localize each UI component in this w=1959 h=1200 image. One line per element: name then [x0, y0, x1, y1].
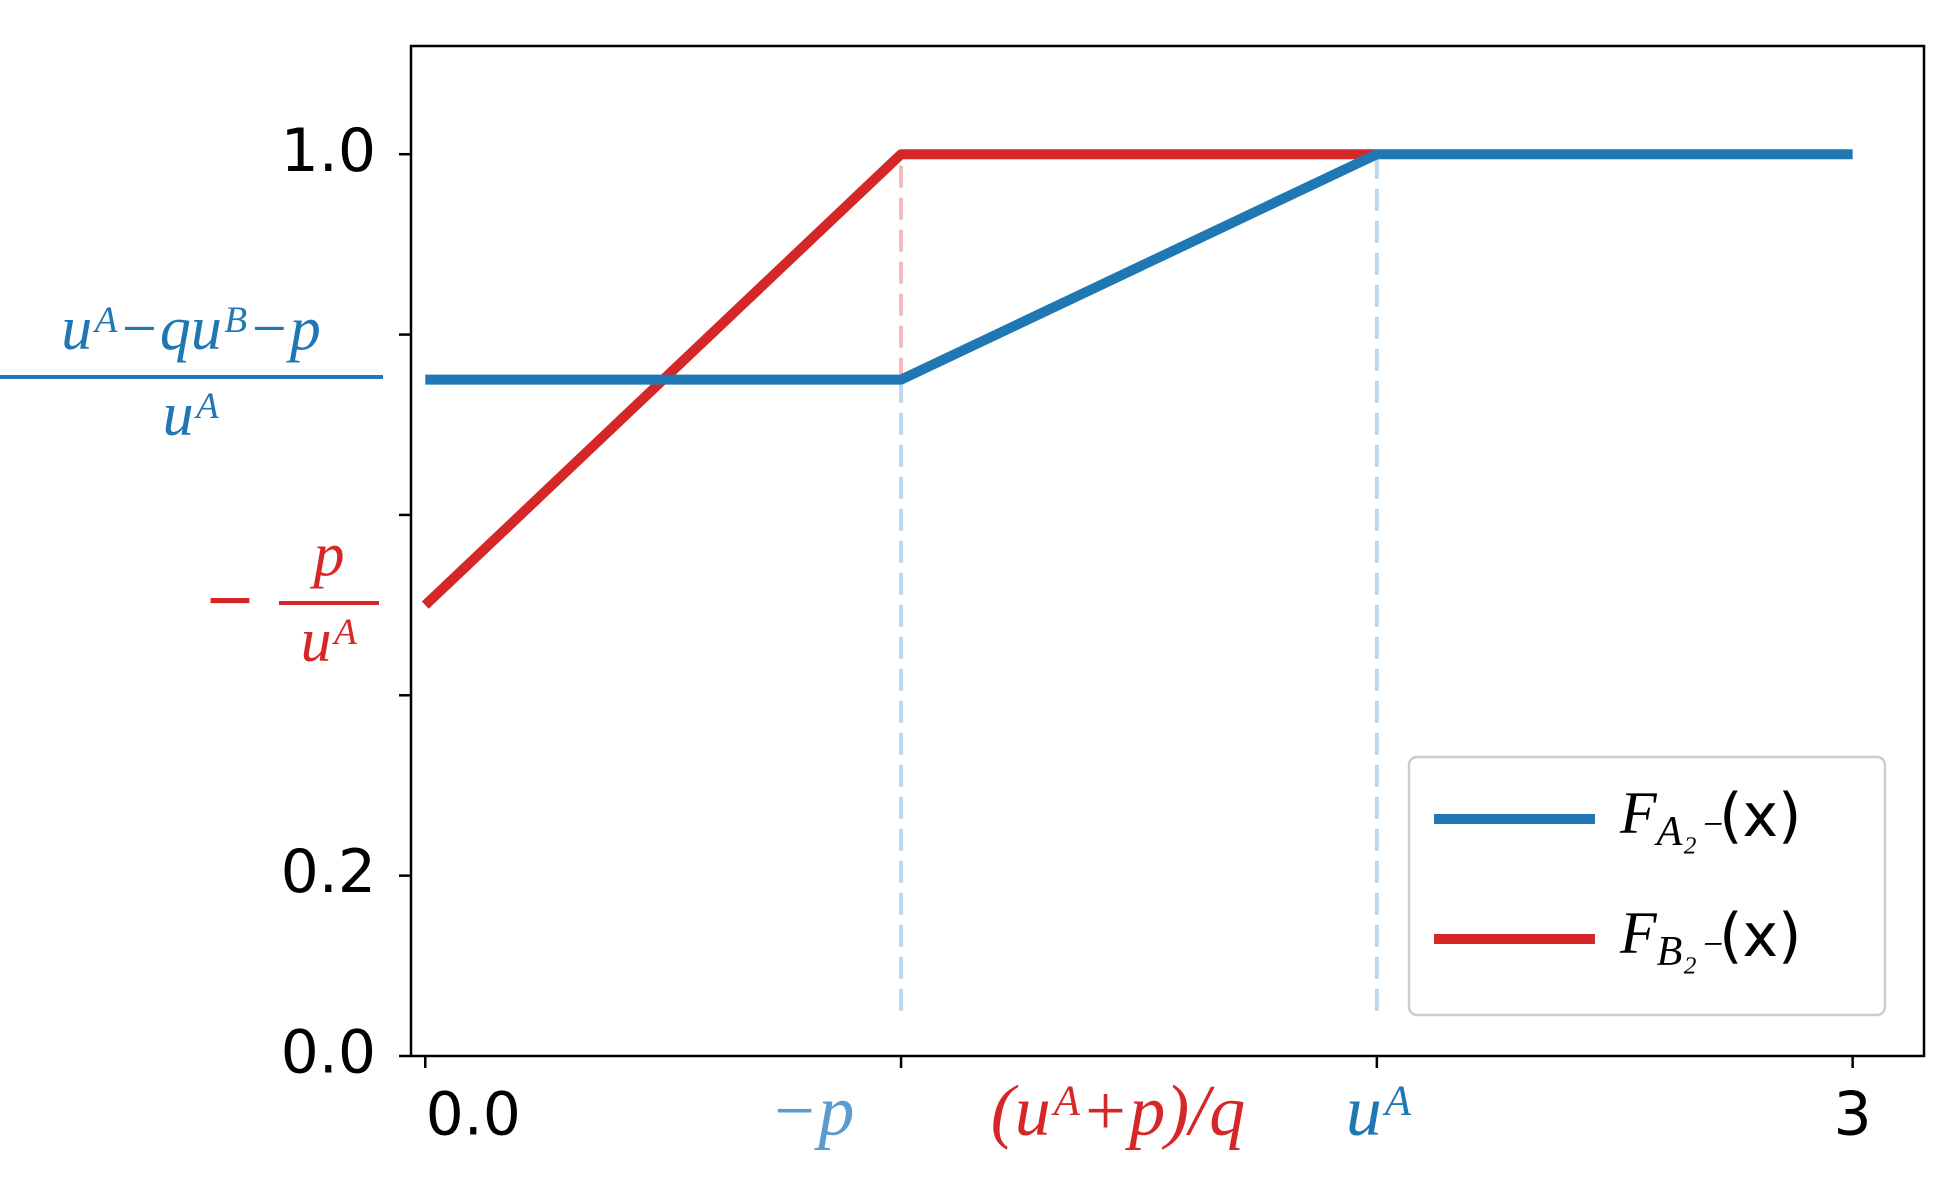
x-annotation: (uᴬ+p)/q: [991, 1071, 1246, 1151]
fraction-numerator: uᴬ−quᴮ−p: [61, 295, 320, 363]
y-tick-label: 0.2: [281, 837, 376, 907]
line: [421, 149, 1377, 609]
x-tick-label: 3: [1834, 1080, 1872, 1150]
y-tick-label: 1.0: [281, 116, 376, 186]
legend-label: FA₂⁻(x): [1619, 780, 1801, 855]
plot-frame: [409, 44, 1926, 1058]
y-tick-label: 0.0: [281, 1018, 376, 1088]
fraction-numerator: p: [310, 521, 345, 589]
x-tick-label: −p: [770, 1071, 855, 1151]
legend: FA₂⁻(x) FB₂⁻(x): [1407, 755, 1887, 1017]
fraction-denominator: uᴬ: [301, 607, 358, 675]
fraction-denominator: uᴬ: [163, 381, 220, 449]
x-tick-label: uᴬ: [1346, 1071, 1412, 1151]
x-tick-label: 0.0: [426, 1080, 521, 1150]
line: [425, 149, 1853, 385]
fraction-prefix: −: [204, 562, 256, 635]
legend-label: FB₂⁻(x): [1619, 900, 1801, 975]
